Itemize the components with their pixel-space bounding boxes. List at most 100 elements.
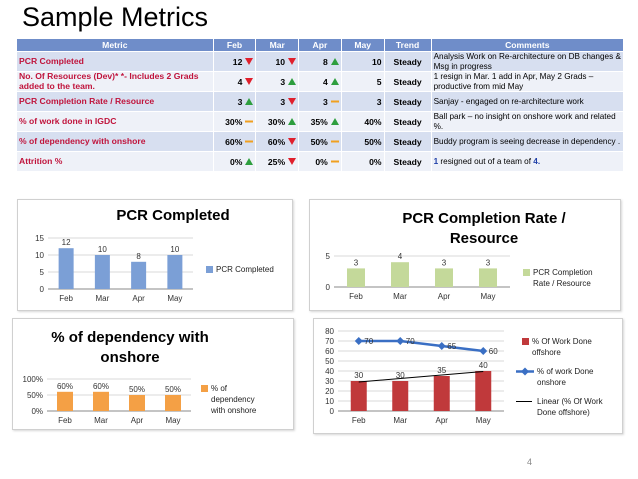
bar (165, 395, 181, 411)
trend-value: Steady (383, 71, 432, 92)
value-mar: 30% (255, 111, 300, 132)
value-mar-text: 3 (280, 96, 286, 107)
value-may: 0% (340, 151, 385, 172)
bar (350, 381, 367, 411)
y-tick-label: 70 (325, 337, 334, 346)
chart-pcr-completed: PCR Completed 0 5 10 15 Feb Mar Apr May 12 10 8 10 PC… (17, 199, 293, 311)
value-apr: 4 (298, 71, 342, 92)
bar (479, 268, 497, 287)
value-feb-text: 30% (225, 116, 243, 127)
chart-pcr-completed-svg: PCR Completed 0 5 10 15 Feb Mar Apr May 12 10 8 10 PC… (35, 207, 274, 303)
bar (57, 391, 73, 411)
line-point (479, 347, 488, 355)
y-tick-label: 100% (23, 375, 43, 384)
x-tick-label: Mar (393, 292, 407, 301)
trend-value: Steady (383, 151, 432, 172)
y-tick-label: 50 (325, 357, 334, 366)
value-apr: 50% (298, 131, 342, 152)
value-may-text: 5 (376, 76, 382, 87)
table-header-row: Metric Feb Mar Apr May Trend Comments (16, 38, 625, 52)
data-label: 60% (93, 382, 109, 391)
value-may: 10 (340, 51, 385, 72)
comment: Buddy program is seeing decrease in depe… (430, 131, 625, 152)
header-feb: Feb (212, 38, 257, 52)
legend-swatch (522, 338, 529, 345)
value-apr: 35% (298, 111, 342, 132)
trend-value: Steady (383, 111, 432, 132)
bar (167, 255, 183, 289)
chart-title: PCR Completed (116, 207, 229, 224)
page-number: 4 (527, 457, 533, 467)
data-label: 50% (129, 385, 145, 394)
chart-dependency-onshore: % of dependency with onshore 0% 50% 100% Feb M… (12, 318, 294, 430)
value-feb: 12 (212, 51, 257, 72)
legend-swatch (523, 269, 530, 276)
x-tick-label: Mar (95, 294, 109, 303)
header-may: May (340, 38, 385, 52)
legend-label: % Of Work Done (532, 337, 592, 346)
header-trend: Trend (383, 38, 432, 52)
value-mar-text: 60% (267, 136, 286, 147)
trend-up-icon (288, 118, 297, 125)
legend-label: % of (211, 384, 228, 393)
value-mar-text: 30% (267, 116, 286, 127)
value-may: 40% (340, 111, 385, 132)
value-feb-text: 4 (237, 76, 243, 87)
value-mar: 10 (255, 51, 300, 72)
table-row: PCR Completion Rate / Resource 3 3 3 3 Steady… (16, 91, 625, 112)
x-tick-label: Feb (349, 292, 363, 301)
legend-label: % of work Done (537, 367, 594, 376)
bar (131, 261, 147, 289)
trend-up-icon (330, 58, 339, 65)
metric-name: No. Of Resources (Dev)* *- Includes 2 Gr… (16, 71, 214, 92)
chart-dependency-onshore-svg: % of dependency with onshore 0% 50% 100% Feb M… (23, 329, 257, 425)
value-may-text: 10 (372, 56, 382, 67)
table-row: PCR Completed 12 10 8 10 Steady Analysis Work … (16, 51, 625, 72)
legend-label: PCR Completion (533, 268, 593, 277)
chart-title-line: PCR Completion Rate / (402, 210, 566, 227)
data-label: 10 (98, 245, 107, 254)
value-apr-text: 4 (323, 76, 328, 87)
value-may-text: 50% (364, 136, 382, 147)
trend-up-icon (288, 78, 297, 85)
x-tick-label: May (167, 294, 182, 303)
data-label: 30 (396, 371, 405, 380)
line-point (396, 337, 405, 345)
value-apr-text: 50% (310, 136, 328, 147)
chart-pcr-completion-rate: PCR Completion Rate / Resource 0 5 Feb Mar Apr… (309, 199, 621, 311)
value-feb: 30% (212, 111, 257, 132)
value-apr: 8 (298, 51, 342, 72)
y-tick-label: 10 (35, 251, 44, 260)
y-tick-label: 80 (325, 327, 334, 336)
chart-pcr-completion-rate-svg: PCR Completion Rate / Resource 0 5 Feb Mar Apr… (326, 210, 593, 301)
trend-down-icon (288, 158, 297, 165)
table-row: % of work done in IGDC 30% 30% 35% 40% Steady… (16, 111, 625, 132)
value-may: 5 (340, 71, 385, 92)
trend-value: Steady (383, 51, 432, 72)
header-metric: Metric (16, 38, 214, 52)
data-label: 3 (486, 258, 491, 267)
value-apr: 3 (298, 91, 342, 112)
value-may: 50% (340, 131, 385, 152)
value-may: 3 (340, 91, 385, 112)
bar (433, 376, 450, 411)
data-label: 4 (398, 252, 403, 261)
y-tick-label: 20 (325, 387, 334, 396)
comment: Sanjay - engaged on re-architecture work (430, 91, 625, 112)
data-label: 60% (57, 382, 73, 391)
value-mar: 25% (255, 151, 300, 172)
value-feb-text: 0% (229, 156, 243, 167)
value-apr-text: 0% (315, 156, 328, 167)
metric-name: % of work done in IGDC (16, 111, 214, 132)
metric-name: PCR Completed (16, 51, 214, 72)
chart-title-line: Resource (450, 230, 518, 247)
table-row: No. Of Resources (Dev)* *- Includes 2 Gr… (16, 71, 625, 92)
comment: Analysis Work on Re-architecture on DB c… (430, 51, 625, 72)
trend-value: Steady (383, 91, 432, 112)
y-tick-label: 30 (325, 377, 334, 386)
comment: 1 resigned out of a team of 4. (430, 151, 625, 172)
x-tick-label: Feb (58, 416, 72, 425)
y-tick-label: 10 (325, 397, 334, 406)
legend-label: PCR Completed (216, 265, 274, 274)
